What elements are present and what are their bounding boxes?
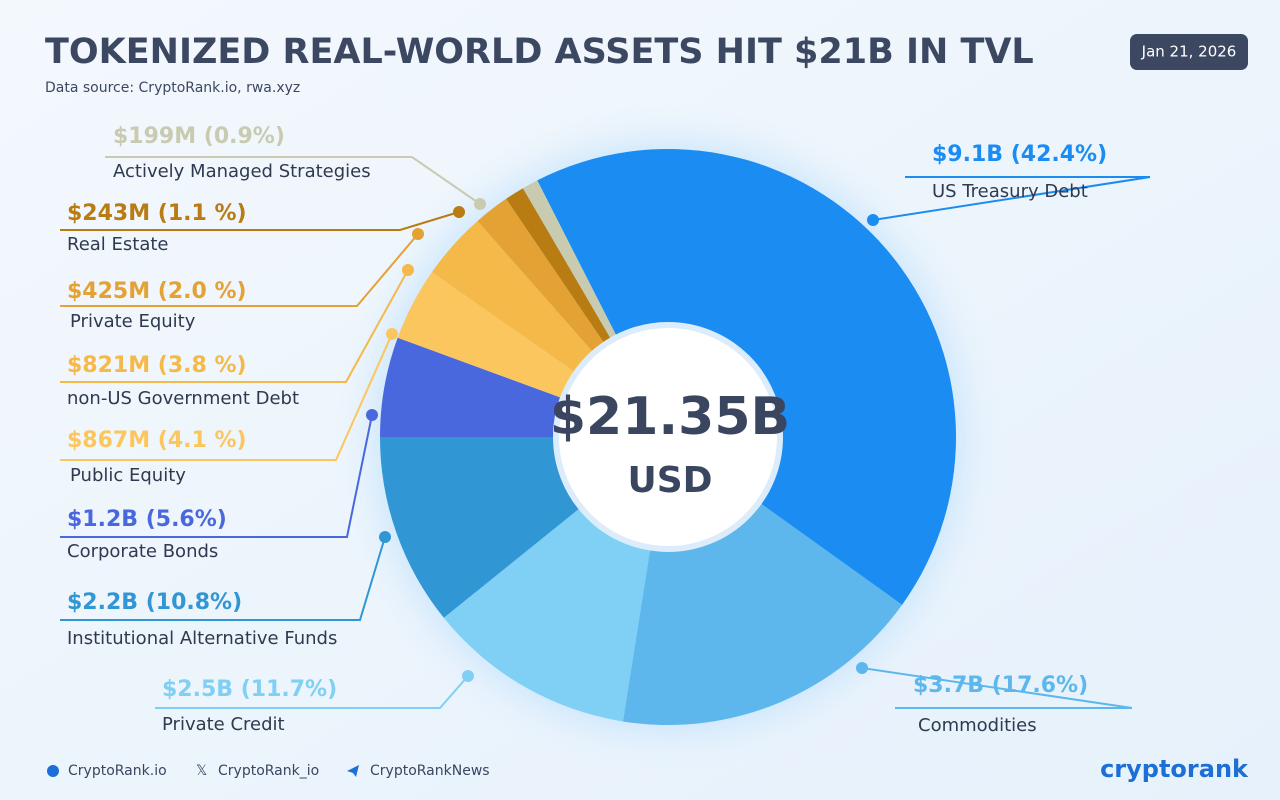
slice xyxy=(522,180,623,351)
leader-line xyxy=(861,667,1133,709)
leader-line xyxy=(60,333,393,461)
x-icon: 𝕏 xyxy=(196,763,207,779)
center-total: $21.35B xyxy=(550,387,790,447)
value-label: $243M (1.1 %) xyxy=(67,201,247,226)
slice xyxy=(506,188,618,355)
category-label: Commodities xyxy=(918,715,1037,736)
leader-dot xyxy=(402,264,414,276)
value-label: $2.5B (11.7%) xyxy=(162,677,337,702)
slice xyxy=(622,495,903,725)
center-unit: USD xyxy=(627,460,712,501)
slice xyxy=(537,149,956,605)
category-label: Actively Managed Strategies xyxy=(113,161,371,182)
category-label: Public Equity xyxy=(70,465,186,486)
category-label: Private Equity xyxy=(70,311,196,332)
footer-link[interactable]: CryptoRankNews xyxy=(370,763,490,779)
category-label: Corporate Bonds xyxy=(67,541,218,562)
leader-line xyxy=(60,414,373,538)
brand: cryptorank xyxy=(1100,755,1249,783)
footer-link[interactable]: CryptoRank_io xyxy=(218,763,319,779)
leader-dot xyxy=(412,228,424,240)
value-label: $3.7B (17.6%) xyxy=(913,673,1088,698)
date-badge xyxy=(1130,34,1248,70)
donut-chart xyxy=(380,149,956,725)
slice xyxy=(397,272,587,403)
leader-line xyxy=(105,156,481,205)
value-label: $425M (2.0 %) xyxy=(67,279,247,304)
category-label: Private Credit xyxy=(162,714,285,735)
value-label: $9.1B (42.4%) xyxy=(932,142,1107,167)
leader-line xyxy=(155,675,469,709)
leader-dot xyxy=(386,328,398,340)
slice xyxy=(380,437,591,618)
leader-line xyxy=(60,233,419,307)
leader-dot xyxy=(474,198,486,210)
leader-dot xyxy=(856,662,868,674)
leader-line xyxy=(60,211,460,231)
telegram-icon xyxy=(347,765,359,777)
globe-icon xyxy=(47,765,59,777)
leader-dot xyxy=(462,670,474,682)
donut-hole xyxy=(553,322,783,552)
slice xyxy=(431,220,602,380)
date: Jan 21, 2026 xyxy=(1141,43,1237,61)
slice xyxy=(380,337,575,437)
leader-dot xyxy=(453,206,465,218)
category-label: Real Estate xyxy=(67,234,169,255)
value-label: $1.2B (5.6%) xyxy=(67,507,227,532)
leader-line xyxy=(60,269,409,383)
leader-line xyxy=(60,536,386,621)
value-label: $867M (4.1 %) xyxy=(67,428,247,453)
footer-link[interactable]: CryptoRank.io xyxy=(68,763,167,779)
slice xyxy=(477,198,612,362)
slice xyxy=(443,499,653,722)
leader-dot xyxy=(366,409,378,421)
leader-line xyxy=(872,176,1151,221)
leader-dot xyxy=(867,214,879,226)
category-label: Institutional Alternative Funds xyxy=(67,628,337,649)
category-label: US Treasury Debt xyxy=(932,181,1088,202)
value-label: $199M (0.9%) xyxy=(113,124,285,149)
value-label: $821M (3.8 %) xyxy=(67,353,247,378)
title: TOKENIZED REAL-WORLD ASSETS HIT $21B IN … xyxy=(45,32,1034,72)
category-label: non-US Government Debt xyxy=(67,388,299,409)
source: Data source: CryptoRank.io, rwa.xyz xyxy=(45,80,300,96)
leader-dot xyxy=(379,531,391,543)
value-label: $2.2B (10.8%) xyxy=(67,590,242,615)
